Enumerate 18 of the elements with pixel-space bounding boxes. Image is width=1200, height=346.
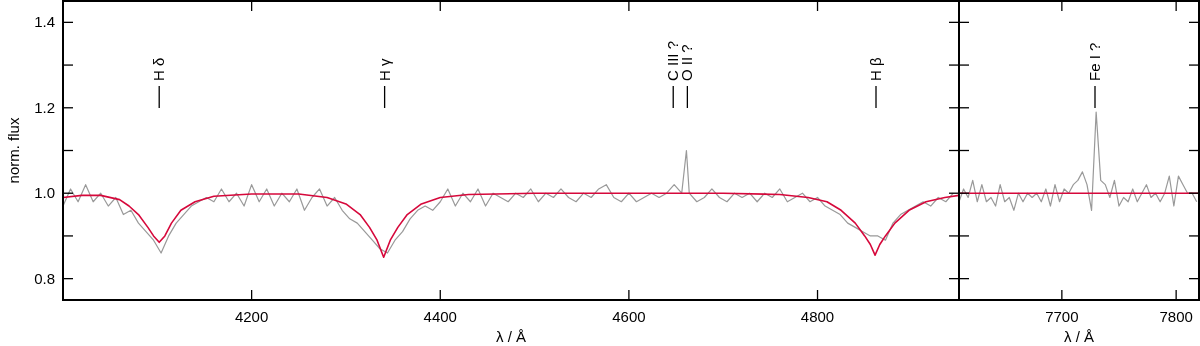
y-tick-label: 1.2 bbox=[34, 98, 55, 116]
x-tick-label: 4200 bbox=[234, 308, 269, 325]
y-tick-label: 1.4 bbox=[34, 13, 55, 31]
x-tick-label: 7800 bbox=[1159, 308, 1193, 325]
y-tick-label: 1.0 bbox=[34, 184, 55, 202]
annotation: H β bbox=[867, 57, 884, 81]
x-axis-title: λ / Å bbox=[495, 328, 527, 345]
y-tick-label: 0.8 bbox=[34, 269, 55, 287]
x-tick-label: 4600 bbox=[612, 308, 646, 325]
x-tick-label: 4400 bbox=[423, 308, 457, 325]
x-tick-label: 7700 bbox=[1045, 308, 1079, 325]
annotation: Fe I ? bbox=[1086, 42, 1103, 81]
line-series bbox=[63, 149, 954, 254]
x-tick-label: 4800 bbox=[800, 308, 835, 325]
annotation: H γ bbox=[375, 58, 393, 81]
annotation: H δ bbox=[150, 57, 168, 81]
x-axis-title: λ / Å bbox=[1063, 328, 1095, 345]
y-axis-title: norm. flux bbox=[5, 117, 22, 184]
